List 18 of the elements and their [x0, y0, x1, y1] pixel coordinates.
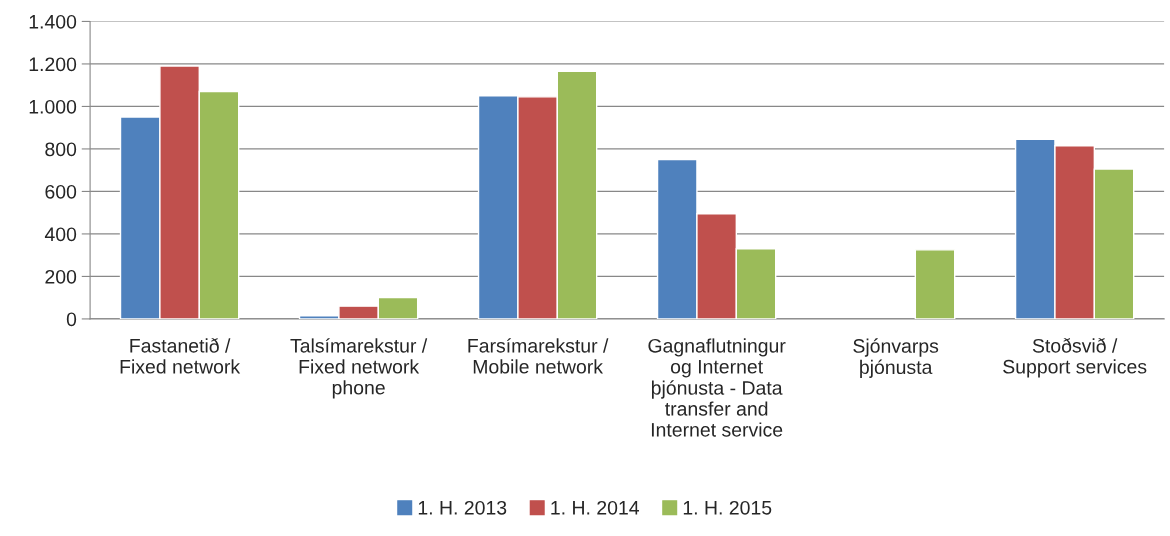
y-tick-label: 1.400: [29, 14, 77, 29]
x-tick-label: Sjónvarps þjónusta: [853, 338, 939, 378]
legend-label: 1. H. 2014: [551, 500, 640, 515]
x-tick-label: Gagnaflutningur og Internet þjónusta - Data transfer and Internet service: [648, 338, 786, 437]
y-tick-label: 1.000: [29, 99, 77, 114]
y-tick-label: 600: [45, 184, 77, 199]
y-tick-label: 0: [66, 312, 77, 327]
y-tick-label: 400: [44, 227, 77, 242]
y-tick-label: 200: [45, 269, 77, 284]
legend-label: 1. H. 2013: [418, 500, 507, 515]
y-tick-label: 800: [45, 142, 77, 157]
bar: [914, 249, 956, 319]
legend-label: 1. H. 2015: [683, 500, 772, 515]
x-tick-label: Farsímarekstur / Mobile network: [468, 338, 609, 374]
x-tick-label: Stoðsvið / Support services: [1003, 338, 1147, 378]
x-tick-label: Talsímarekstur / Fixed network phone: [290, 338, 428, 399]
x-tick-label: Fastanetið / Fixed network: [120, 338, 241, 374]
y-tick-label: 1.200: [29, 57, 77, 72]
